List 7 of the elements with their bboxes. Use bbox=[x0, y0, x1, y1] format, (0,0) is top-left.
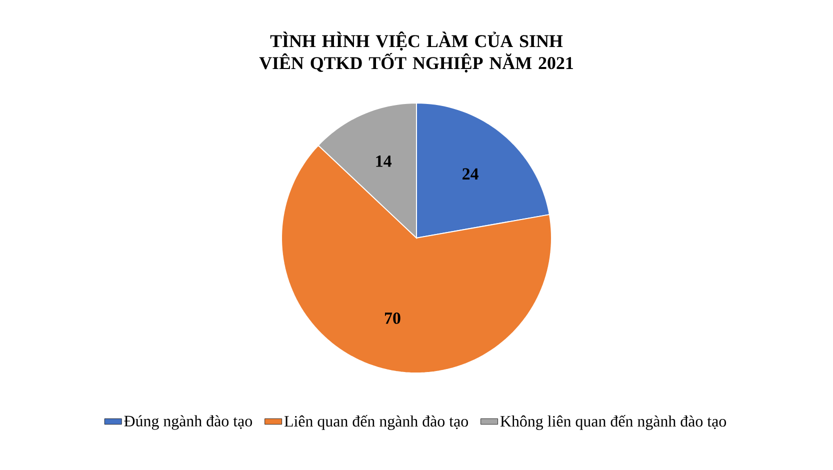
data-label: 24 bbox=[462, 168, 478, 180]
legend-label: Không liên quan đến ngành đào tạo bbox=[500, 414, 726, 430]
chart-title: TÌNH HÌNH VIỆC LÀM CỦA SINH VIÊN QTKD TỐT NGHIỆP NĂM 2021 bbox=[259, 32, 573, 72]
data-label: 70 bbox=[385, 312, 400, 324]
legend-label: Liên quan đến ngành đào tạo bbox=[284, 414, 468, 430]
legend-label: Đúng ngành đào tạo bbox=[124, 415, 252, 430]
data-label: 14 bbox=[376, 156, 392, 167]
